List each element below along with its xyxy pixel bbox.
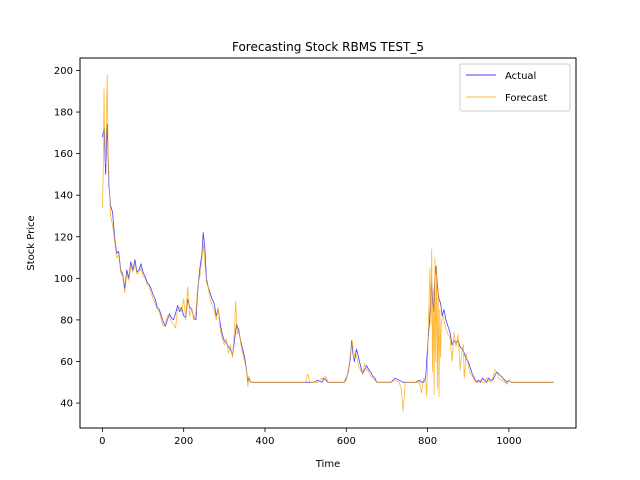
x-tick-label: 400 xyxy=(255,436,274,447)
x-tick-label: 800 xyxy=(418,436,437,447)
y-tick-label: 40 xyxy=(60,399,73,410)
x-tick-label: 0 xyxy=(99,436,105,447)
x-tick-label: 200 xyxy=(174,436,193,447)
y-tick-label: 120 xyxy=(54,232,73,243)
y-tick-label: 160 xyxy=(54,149,73,160)
y-tick-label: 60 xyxy=(60,357,73,368)
plot-area xyxy=(79,57,577,429)
y-tick-label: 140 xyxy=(54,191,73,202)
x-axis-label: Time xyxy=(315,459,340,470)
legend-label-actual: Actual xyxy=(505,71,536,82)
series-line-forecast xyxy=(102,74,554,412)
y-tick-label: 80 xyxy=(60,315,73,326)
x-axis-ticks: 0 200 400 600 800 1000 xyxy=(99,428,522,447)
series-lines xyxy=(102,74,554,412)
y-tick-label: 100 xyxy=(54,274,73,285)
legend-label-forecast: Forecast xyxy=(505,93,547,104)
x-tick-label: 600 xyxy=(337,436,356,447)
y-axis-label: Stock Price xyxy=(26,215,37,270)
y-axis-ticks: 40 60 80 100 120 140 160 180 200 xyxy=(54,66,80,410)
axes-frame xyxy=(79,57,577,429)
legend: Actual Forecast xyxy=(459,63,571,112)
y-tick-label: 200 xyxy=(54,66,73,77)
chart-title: Forecasting Stock RBMS TEST_5 xyxy=(232,40,424,54)
legend-box xyxy=(459,63,571,112)
x-tick-label: 1000 xyxy=(496,436,521,447)
series-line-actual xyxy=(102,124,554,383)
y-tick-label: 180 xyxy=(54,108,73,119)
